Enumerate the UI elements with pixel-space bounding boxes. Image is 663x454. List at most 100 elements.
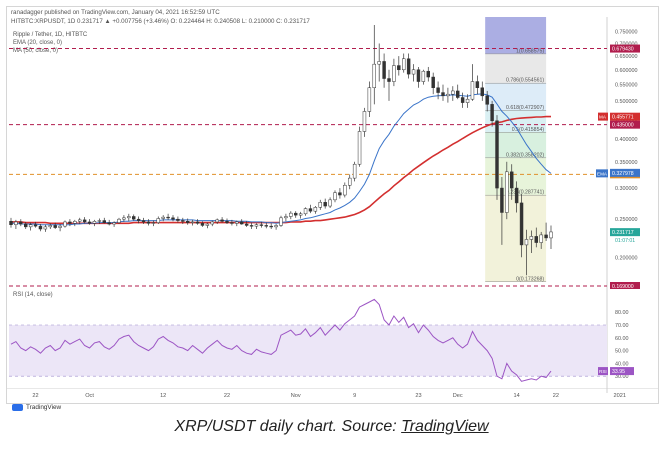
candlestick — [544, 222, 548, 241]
candlestick — [195, 219, 200, 225]
price-chart[interactable]: 1(0.658575) 0.786(0.554561) 0.618(0.472907… — [7, 17, 658, 289]
candlestick — [205, 222, 210, 229]
candle-body-down — [382, 61, 386, 79]
fib-zone — [485, 110, 547, 133]
candle-body-up — [421, 70, 426, 82]
candle-body-up — [524, 239, 529, 246]
candle-body-up — [92, 220, 97, 224]
candlestick — [14, 219, 18, 230]
candle-body-down — [9, 220, 13, 225]
legend-symbol: Ripple / Tether, 1D, HITBTC — [13, 32, 88, 38]
fib-level-label: 0.5(0.415854) — [512, 127, 545, 133]
candlestick — [333, 190, 337, 203]
candlestick — [490, 100, 494, 127]
tradingview-logo: TradingView — [12, 404, 61, 411]
candle-body-up — [127, 216, 131, 219]
candlestick — [362, 107, 367, 137]
candlestick — [9, 217, 13, 228]
candle-body-down — [436, 87, 440, 93]
candlestick — [176, 216, 180, 223]
candlestick — [156, 216, 160, 225]
rsi-badge-bg — [610, 367, 634, 376]
candlestick — [82, 217, 87, 224]
candlestick — [446, 87, 450, 103]
candle-body-up — [446, 93, 450, 97]
candle-body-down — [387, 78, 391, 82]
candle-body-down — [431, 76, 435, 89]
candle-body-up — [549, 231, 553, 239]
candlestick — [220, 217, 224, 223]
candlestick — [146, 219, 151, 226]
candle-body-down — [456, 90, 460, 98]
publisher-info: ranadagger published on TradingView.com,… — [11, 9, 220, 16]
candle-body-down — [544, 234, 548, 239]
candle-body-down — [195, 221, 200, 224]
price-axis-label: 0.500000 — [615, 99, 637, 105]
ema-tag-bg — [596, 169, 608, 178]
candlestick — [117, 217, 121, 225]
candlestick — [102, 217, 106, 224]
price-axis-label: 0.300000 — [615, 186, 637, 192]
candle-body-down — [244, 223, 249, 226]
candlestick — [475, 75, 480, 95]
ma-tag: MA — [599, 115, 607, 120]
price-badge: 0.169000 — [610, 282, 640, 289]
candle-body-up — [190, 221, 195, 223]
candlestick — [441, 84, 445, 101]
candle-body-down — [514, 187, 519, 204]
candlestick — [274, 224, 278, 230]
ma-tag-bg — [598, 112, 608, 121]
candlestick — [480, 81, 484, 101]
published-line: ranadagger published on TradingView.com,… — [11, 9, 310, 25]
candlestick — [308, 204, 313, 214]
candle-body-down — [136, 218, 141, 221]
candle-body-down — [82, 219, 87, 223]
candlestick — [225, 218, 229, 225]
candlestick — [485, 90, 489, 112]
price-badge-label: 0.679430 — [612, 47, 634, 53]
candle-body-up — [279, 217, 283, 226]
price-badge: 0.435000 — [610, 120, 640, 129]
candlestick — [132, 214, 136, 221]
rsi-panel[interactable]: 80.00 70.00 60.00 50.00 40.00 30.00 RSI 33.95 — [7, 289, 658, 393]
candlestick — [294, 211, 298, 218]
candle-body-up — [470, 81, 475, 100]
candle-body-down — [230, 222, 234, 224]
candlestick — [397, 56, 401, 76]
price-badge-bg — [610, 112, 640, 121]
chart-caption: XRP/USDT daily chart. Source: TradingVie… — [0, 418, 663, 436]
candlestick — [107, 219, 111, 226]
candlestick — [122, 215, 126, 222]
candlestick — [48, 223, 52, 230]
price-badge-label: 0.435000 — [612, 123, 634, 129]
candlestick — [43, 224, 48, 232]
candlestick — [343, 182, 347, 198]
time-axis-label: 23 — [415, 393, 421, 399]
time-axis-label: 2021 — [614, 393, 626, 399]
price-axis-label: 0.650000 — [615, 54, 637, 60]
candlestick — [141, 217, 146, 225]
candlestick — [451, 86, 455, 101]
candlestick — [249, 222, 254, 230]
fib-level-label: 1(0.658575) — [516, 48, 544, 54]
candle-body-down — [264, 225, 268, 227]
ema-tag: EMA — [597, 171, 608, 176]
candlestick — [68, 219, 72, 227]
candlestick — [112, 221, 116, 227]
price-badge: 0.231717 — [610, 228, 640, 237]
candle-body-up — [313, 207, 318, 212]
candle-body-up — [235, 221, 239, 224]
candlestick — [534, 227, 538, 248]
candlestick — [465, 94, 470, 108]
legend-ema: EMA (20, close, 0) — [13, 40, 63, 46]
candle-body-up — [73, 220, 77, 224]
candle-body-down — [485, 95, 489, 105]
caption-source-link[interactable]: TradingView — [401, 418, 489, 435]
candle-body-up — [298, 213, 303, 216]
candlestick — [58, 224, 62, 232]
candlestick — [524, 229, 529, 276]
candle-body-down — [186, 220, 190, 223]
candle-body-down — [510, 171, 514, 189]
candle-body-down — [225, 220, 229, 223]
countdown-label: 01:07:01 — [615, 238, 635, 244]
